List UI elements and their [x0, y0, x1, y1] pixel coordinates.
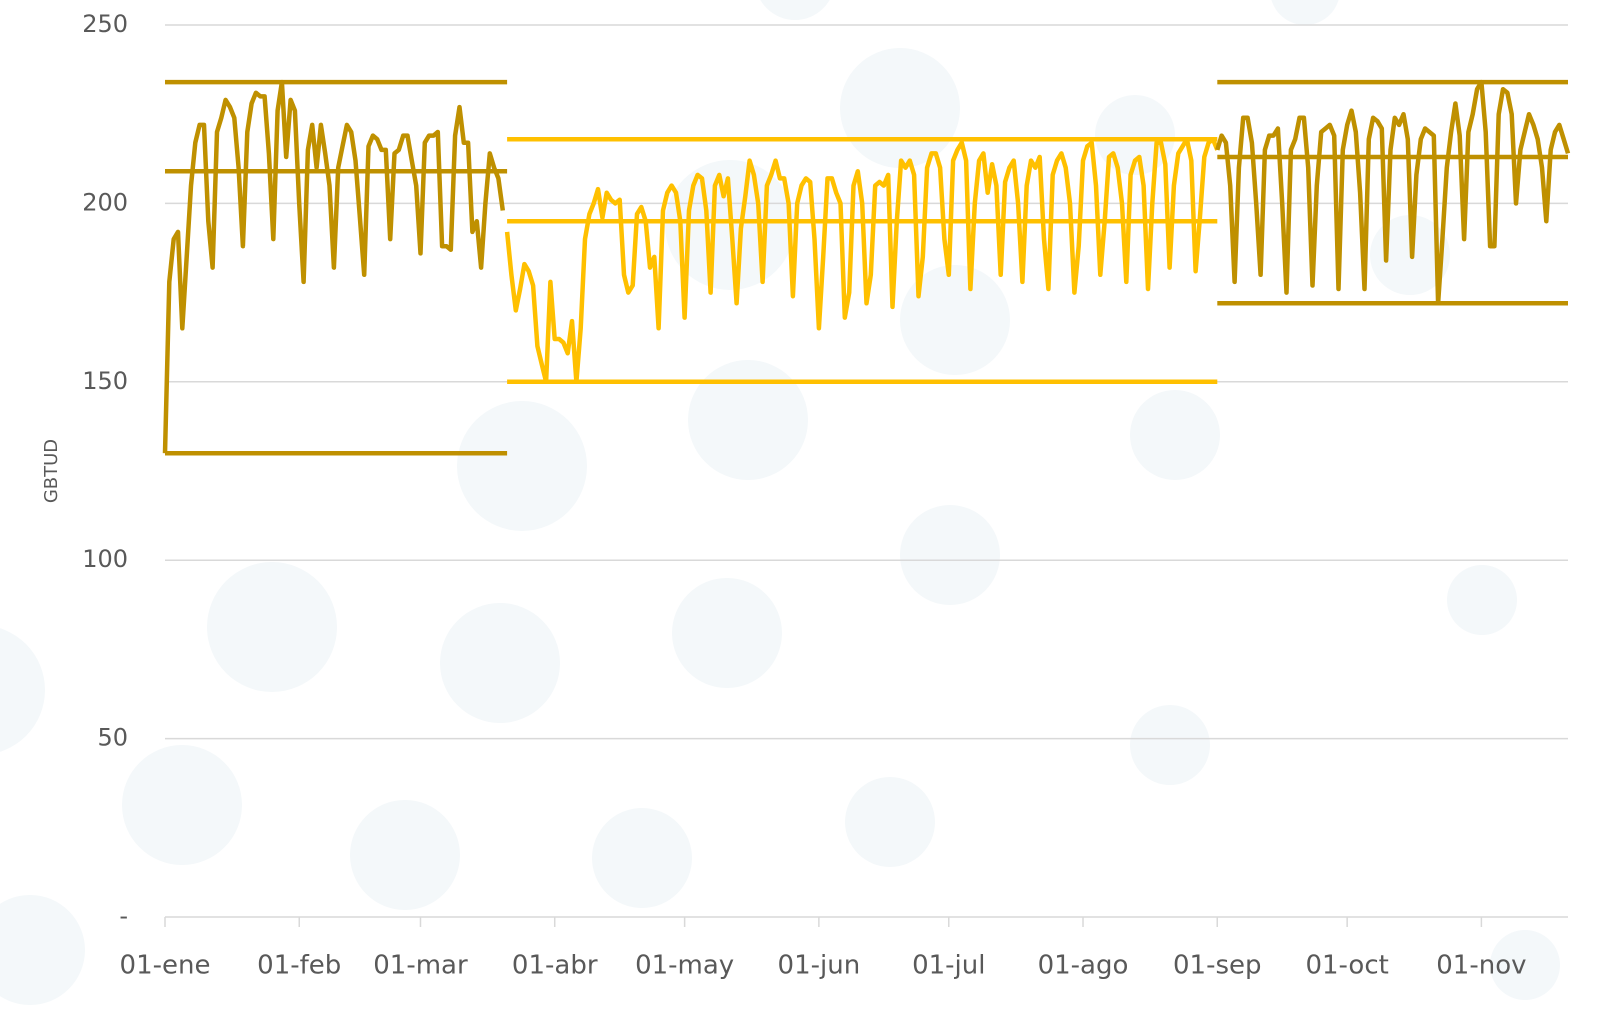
x-tick-label: 01-feb	[257, 951, 341, 981]
y-tick-label: 150	[82, 367, 128, 395]
x-tick-label: 01-nov	[1436, 951, 1526, 981]
y-tick-label: 200	[82, 188, 128, 216]
series-line	[162, 79, 506, 454]
x-tick-label: 01-ene	[120, 951, 211, 981]
x-tick-label: 01-jun	[778, 951, 861, 981]
y-tick-label: 250	[82, 10, 128, 38]
series-line	[504, 136, 1220, 385]
series-line	[1215, 79, 1571, 306]
x-tick-label: 01-sep	[1173, 951, 1262, 981]
y-tick-label: 50	[97, 724, 128, 752]
background-decoration	[0, 0, 1560, 1005]
x-tick-label: 01-oct	[1305, 951, 1388, 981]
x-tick-label: 01-abr	[512, 951, 598, 981]
x-tick-label: 01-jul	[912, 951, 985, 981]
y-axis-title: GBTUD	[41, 439, 62, 503]
y-tick-label: -	[119, 902, 128, 930]
x-tick-label: 01-mar	[373, 951, 468, 981]
y-tick-label: 100	[82, 545, 128, 573]
x-tick-label: 01-ago	[1038, 951, 1129, 981]
x-tick-label: 01-may	[635, 951, 734, 981]
